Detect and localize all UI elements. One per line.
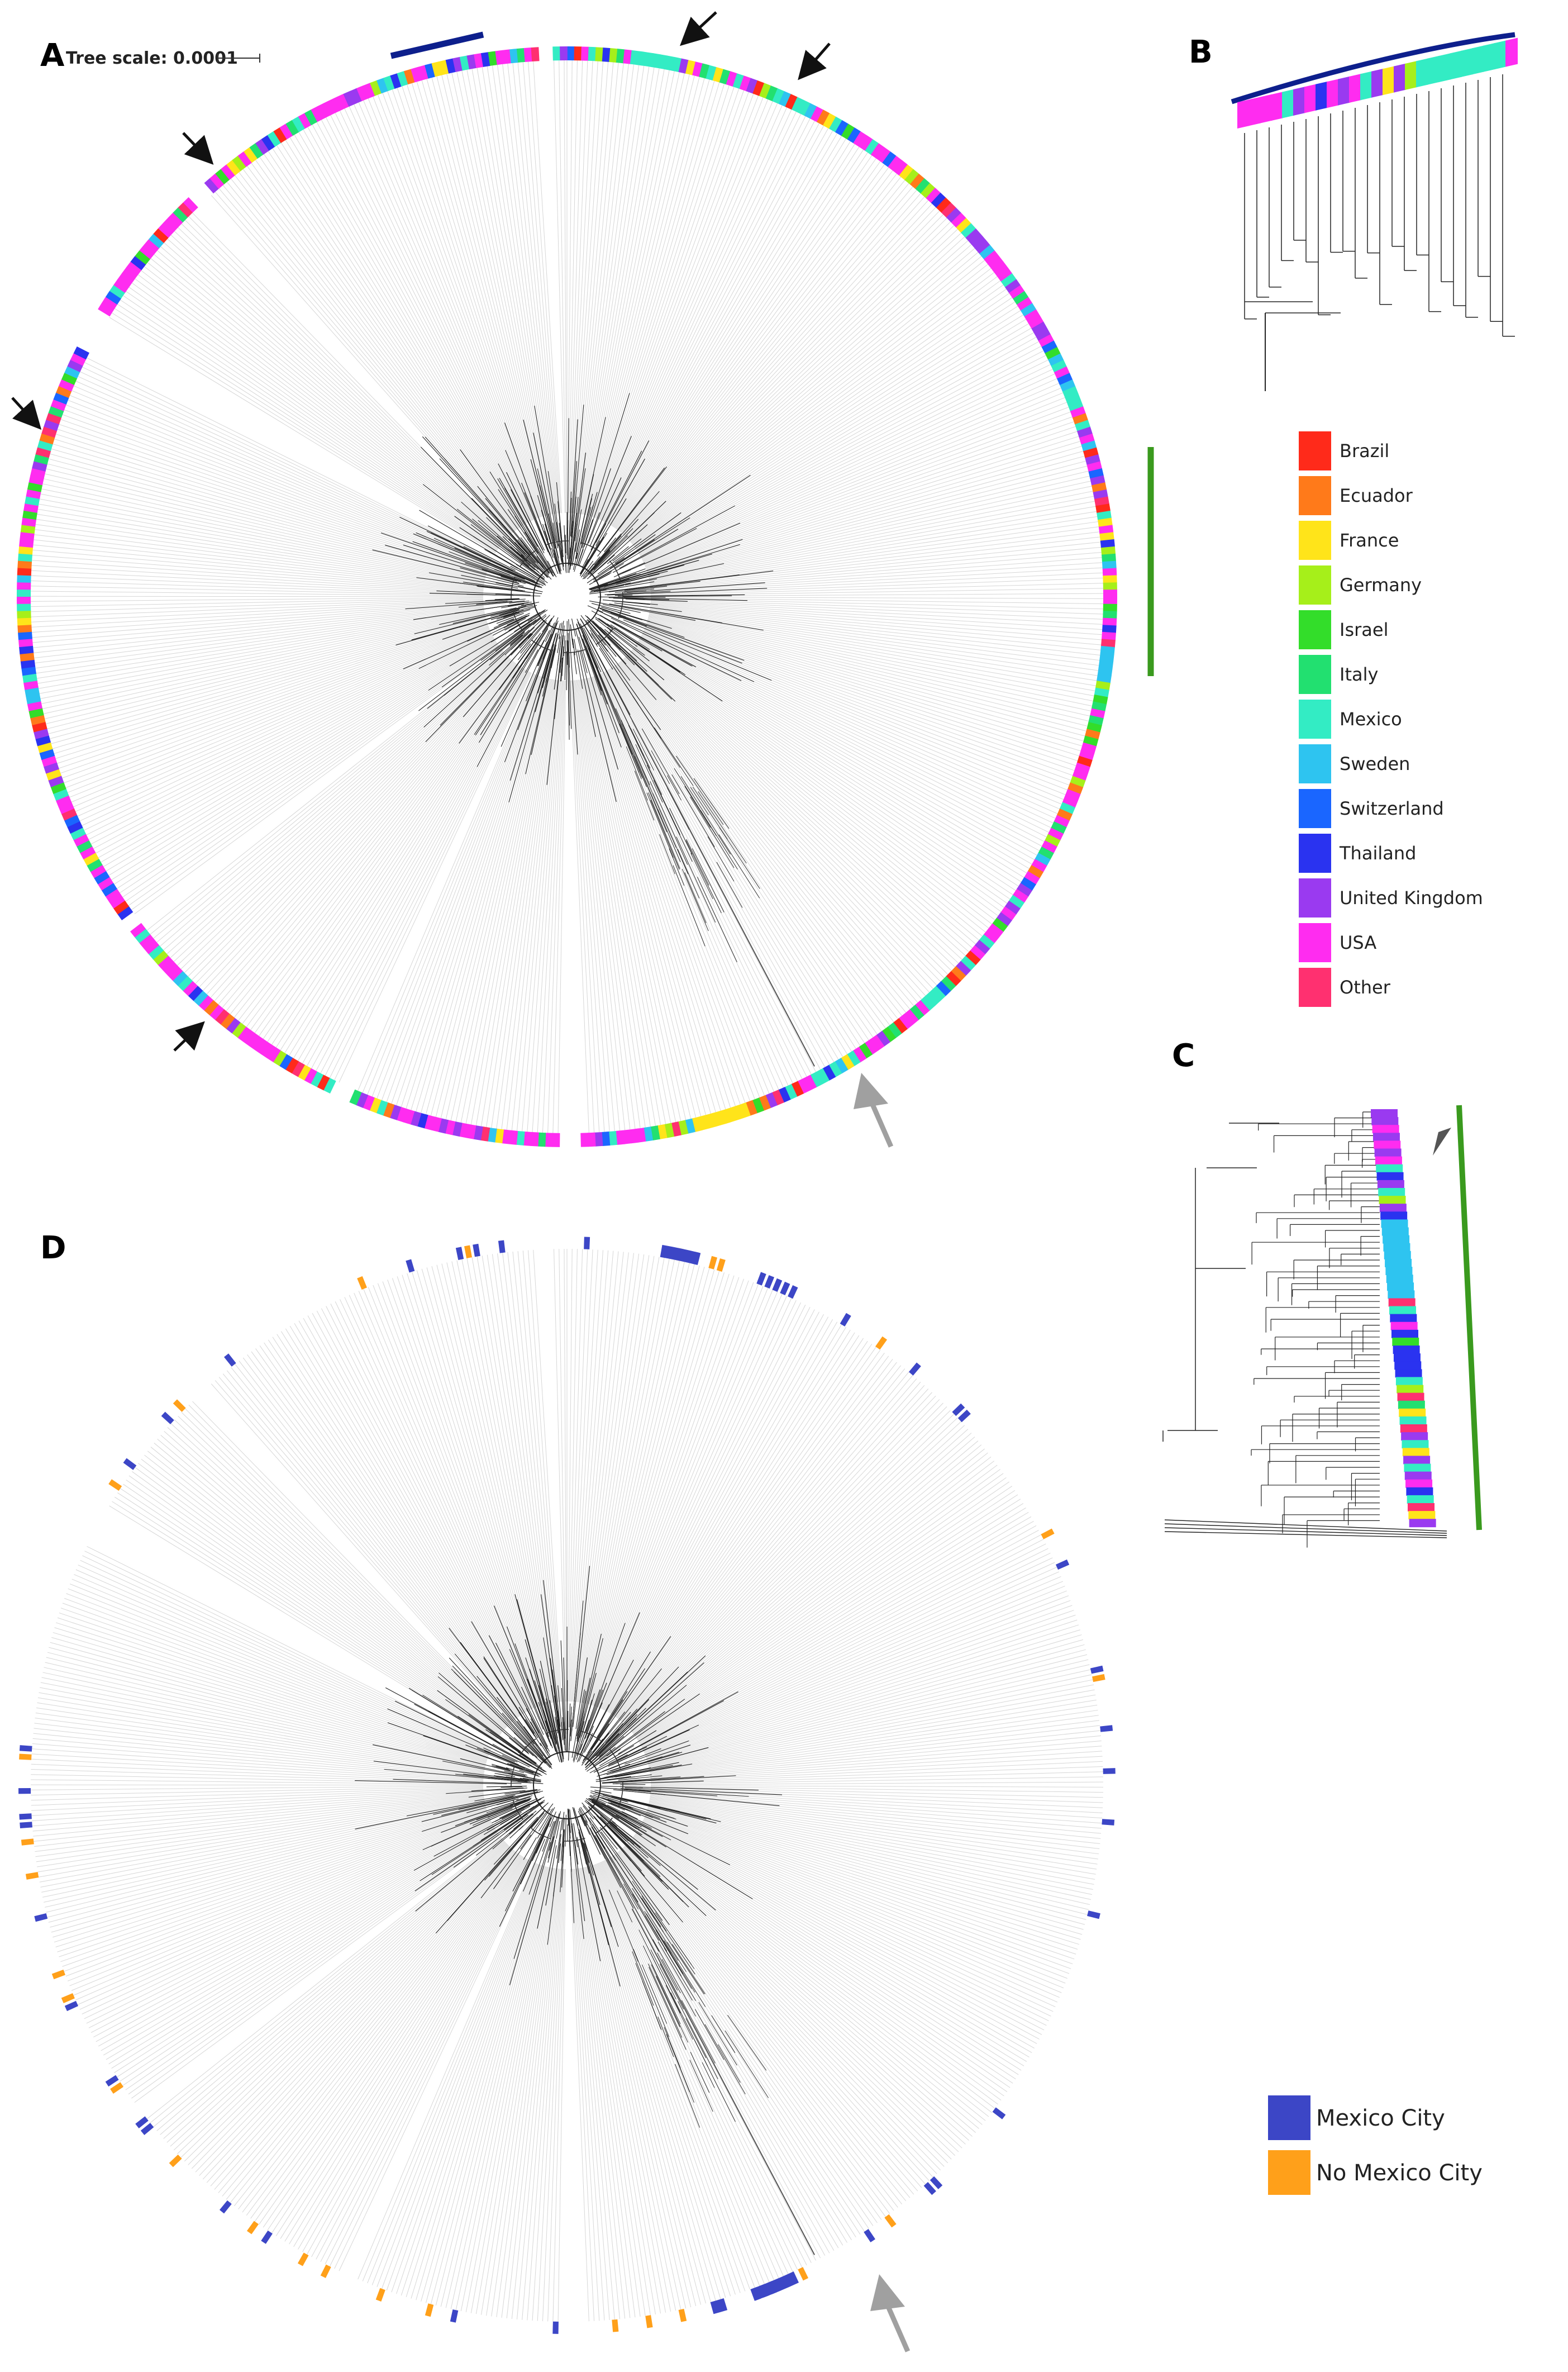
legend-label: Thailand [1339,843,1416,864]
legend-swatch [1299,834,1331,873]
triangle-marker-icon [1433,1128,1451,1156]
panel-d-letter: D [40,1230,66,1266]
panel-b: B [1189,32,1518,391]
panel-b-tree [1244,74,1515,391]
legend-label: Germany [1340,574,1422,596]
country-legend: Brazil Ecuador France Germany Israel Italy Mex… [1299,431,1483,1007]
legend-swatch [1299,610,1331,649]
legend-label: Other [1340,977,1391,998]
panel-c-tree [1162,1111,1447,1548]
legend-swatch [1299,700,1331,739]
gray-arrow-icon [854,1073,894,1148]
legend-swatch [1299,431,1331,470]
panel-c-country-strip [1371,1109,1436,1528]
legend-label: Sweden [1340,753,1410,774]
legend-swatch [1299,878,1331,918]
legend-label: No Mexico City [1316,2160,1483,2186]
tree-d-leaf-lines [30,1249,1103,2322]
legend-label: Switzerland [1340,798,1444,819]
tree-a-country-ring [17,46,1117,1147]
panel-b-letter: B [1189,34,1213,70]
arrow-icon [173,1021,205,1052]
arrow-icon [798,42,831,80]
legend-swatch [1299,655,1331,694]
legend-swatch [1299,744,1331,783]
panel-c: C [1162,1038,1482,1548]
legend-swatch [1268,2150,1310,2195]
legend-swatch [1299,565,1331,605]
legend-label: Mexico [1340,709,1402,730]
panel-a: A Tree scale: 0.0001 [11,11,1154,1148]
legend-label: Brazil [1340,440,1389,462]
highlight-bar-blue [390,31,484,59]
tree-a-leaf-lines [30,60,1103,1133]
legend-swatch [1299,968,1331,1007]
legend-label: France [1340,530,1399,551]
legend-label: Mexico City [1316,2105,1445,2131]
legend-swatch [1299,923,1331,962]
panel-c-letter: C [1172,1038,1195,1074]
tree-scale-bar [217,54,260,63]
panel-d: D [18,1230,1116,2352]
tree-scale-label: Tree scale: 0.0001 [66,49,238,68]
legend-swatch [1299,789,1331,828]
panel-a-letter: A [40,37,65,74]
panel-b-country-strip [1237,37,1518,129]
highlight-bar-green [1456,1105,1482,1530]
gray-arrow-icon [870,2274,911,2352]
legend-label: United Kingdom [1340,887,1483,909]
tree-d-branches [355,1566,815,2255]
legend-label: Italy [1340,664,1378,685]
legend-swatch [1299,476,1331,515]
arrow-icon [11,397,42,430]
legend-swatch [1268,2095,1310,2140]
city-legend: Mexico City No Mexico City [1268,2095,1483,2195]
tree-a-branches [372,393,815,1067]
arrow-icon [679,11,717,46]
legend-swatch [1299,521,1331,560]
tree-d-city-ring [18,1237,1116,2334]
legend-label: Ecuador [1340,485,1413,506]
legend-label: USA [1340,932,1376,953]
legend-label: Israel [1340,619,1388,640]
highlight-bar-blue [1231,32,1515,104]
arrow-icon [182,132,214,165]
